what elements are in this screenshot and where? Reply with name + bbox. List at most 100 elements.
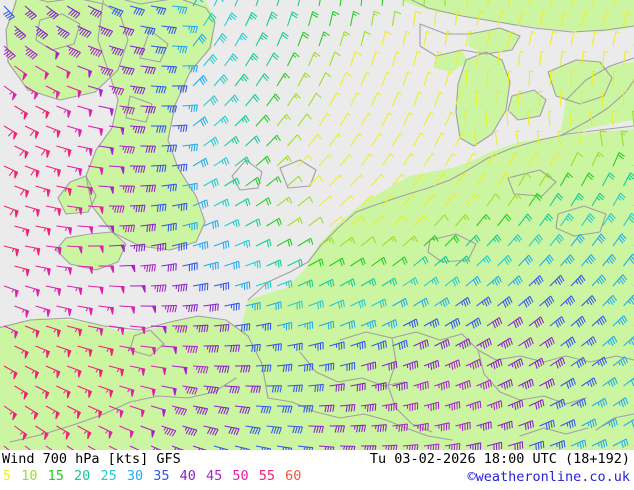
wind-barb [266, 385, 283, 393]
wind-barb [476, 296, 492, 307]
wind-barb [3, 205, 19, 218]
wind-barb [56, 345, 72, 358]
wind-barb [119, 385, 135, 397]
wind-barb [150, 242, 167, 252]
wind-barb [234, 197, 251, 207]
wind-barb [66, 85, 82, 98]
wind-barb [140, 305, 157, 314]
wind-barb [234, 156, 251, 167]
wind-speed-legend[interactable]: 5 10 15 20 25 30 35 40 45 50 55 60 [3, 468, 303, 484]
wind-barb [119, 185, 136, 193]
wind-barb [392, 339, 408, 350]
wind-barb [455, 91, 464, 107]
wind-barb [413, 422, 429, 432]
wind-barb [108, 325, 125, 335]
wind-barb [497, 337, 513, 349]
wind-barb [392, 132, 404, 147]
wind-barb [276, 321, 293, 331]
wind-barb [98, 105, 114, 116]
wind-barb [297, 405, 314, 413]
wind-barb [234, 323, 251, 332]
wind-barb [255, 155, 271, 167]
wind-barb-map[interactable] [0, 0, 634, 450]
wind-barb [423, 318, 440, 328]
wind-barb [329, 341, 345, 351]
wind-barb [381, 319, 398, 329]
wind-barb [287, 300, 303, 310]
wind-barb [297, 321, 314, 331]
wind-barb [318, 445, 335, 450]
wind-barb [245, 425, 261, 435]
wind-barb [329, 174, 343, 187]
wind-barb [255, 280, 272, 290]
wind-barb [308, 92, 322, 107]
wind-barb [381, 194, 395, 207]
wind-barb [276, 31, 289, 47]
wind-barb [486, 0, 490, 7]
wind-barb [245, 260, 261, 269]
wind-barb [150, 5, 167, 16]
wind-barb [140, 65, 156, 75]
wind-barb [150, 445, 162, 450]
wind-barb [539, 295, 555, 308]
weather-map-canvas[interactable] [0, 0, 634, 450]
wind-barb [119, 65, 135, 76]
wind-barb [45, 365, 61, 379]
wind-barb [318, 320, 335, 330]
wind-barb [297, 72, 311, 87]
wind-barb [98, 345, 114, 357]
wind-barb [591, 30, 599, 47]
wind-barb [371, 424, 387, 433]
wind-barb [455, 132, 466, 147]
copyright-notice[interactable]: ©weatheronline.co.uk [467, 469, 630, 485]
wind-barb [423, 401, 440, 412]
wind-barb [329, 133, 342, 147]
wind-barb [549, 440, 566, 450]
wind-barb [255, 0, 259, 7]
wind-barb [549, 70, 555, 87]
wind-barb [350, 92, 361, 107]
wind-barb [360, 319, 377, 329]
wind-barb [108, 5, 124, 18]
wind-barb [150, 365, 167, 376]
wind-barb [77, 65, 93, 78]
wind-barb [56, 145, 72, 157]
wind-barb [612, 0, 616, 7]
wind-barb [192, 324, 209, 333]
wind-barb [360, 153, 373, 167]
wind-barb [213, 240, 230, 250]
wind-barb [66, 205, 83, 215]
wind-barb [266, 93, 281, 107]
wind-barb [402, 444, 419, 450]
wind-barb [528, 399, 545, 410]
wind-barb [182, 385, 198, 395]
wind-barb [276, 196, 293, 207]
wind-barb [602, 294, 618, 307]
wind-barb [518, 378, 534, 390]
wind-barb [371, 298, 387, 309]
wind-barb [622, 11, 631, 27]
wind-barb [486, 275, 502, 287]
wind-barb [507, 399, 524, 410]
wind-barb [35, 425, 49, 440]
wind-barb [98, 425, 113, 439]
wind-barb [255, 364, 272, 373]
wind-barb [98, 225, 115, 233]
wind-barb [24, 405, 39, 420]
wind-barb [465, 317, 482, 329]
wind-barb [528, 0, 532, 7]
wind-barb [318, 404, 335, 413]
wind-barb [14, 65, 28, 81]
wind-barb [360, 236, 377, 247]
wind-barb [539, 378, 555, 390]
wind-barb [602, 418, 618, 428]
wind-barb [213, 282, 230, 291]
wind-barb [517, 90, 522, 107]
wind-barb [623, 335, 634, 347]
wind-barb [14, 25, 27, 41]
wind-barb [255, 73, 270, 87]
wind-barb [581, 336, 597, 347]
wind-barb [569, 110, 574, 127]
wind-barb [129, 125, 146, 134]
wind-barb [192, 199, 209, 209]
